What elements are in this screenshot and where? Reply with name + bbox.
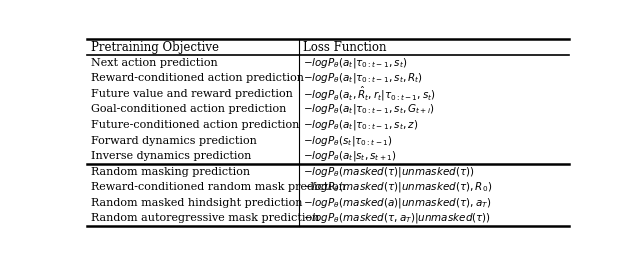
Text: Random masked hindsight prediction: Random masked hindsight prediction bbox=[92, 198, 303, 208]
Text: Future-conditioned action prediction: Future-conditioned action prediction bbox=[92, 120, 300, 130]
Text: $-logP_{\theta}(a_t|\tau_{0:t-1}, s_t, z)$: $-logP_{\theta}(a_t|\tau_{0:t-1}, s_t, z… bbox=[303, 118, 418, 132]
Text: Loss Function: Loss Function bbox=[303, 41, 387, 54]
Text: $-logP_{\theta}(a_t|s_t, s_{t+1})$: $-logP_{\theta}(a_t|s_t, s_{t+1})$ bbox=[303, 149, 397, 163]
Text: Reward-conditioned action prediction: Reward-conditioned action prediction bbox=[92, 73, 305, 83]
Text: Reward-conditioned random mask prediction: Reward-conditioned random mask predictio… bbox=[92, 182, 346, 192]
Text: $-logP_{\theta}(a_t|\tau_{0:t-1}, s_t, R_t)$: $-logP_{\theta}(a_t|\tau_{0:t-1}, s_t, R… bbox=[303, 71, 423, 85]
Text: $-logP_{\theta}(masked(a)|unmasked(\tau), a_T)$: $-logP_{\theta}(masked(a)|unmasked(\tau)… bbox=[303, 196, 492, 210]
Text: Random masking prediction: Random masking prediction bbox=[92, 167, 250, 177]
Text: $-logP_{\theta}(masked(\tau, a_T)|unmasked(\tau))$: $-logP_{\theta}(masked(\tau, a_T)|unmask… bbox=[303, 211, 492, 226]
Text: $-logP_{\theta}(masked(\tau)|unmasked(\tau))$: $-logP_{\theta}(masked(\tau)|unmasked(\t… bbox=[303, 165, 475, 179]
Text: $-logP_{\theta}(a_t|\tau_{0:t-1}, s_t, G_{t+i})$: $-logP_{\theta}(a_t|\tau_{0:t-1}, s_t, G… bbox=[303, 103, 435, 116]
Text: Forward dynamics prediction: Forward dynamics prediction bbox=[92, 136, 257, 146]
Text: $-logP_{\theta}(s_t|\tau_{0:t-1})$: $-logP_{\theta}(s_t|\tau_{0:t-1})$ bbox=[303, 134, 393, 148]
Text: Random autoregressive mask prediction: Random autoregressive mask prediction bbox=[92, 213, 320, 223]
Text: $-logP_{\theta}(masked(\tau)|unmasked(\tau), R_0)$: $-logP_{\theta}(masked(\tau)|unmasked(\t… bbox=[303, 180, 492, 194]
Text: $-logP_{\theta}(a_t|\tau_{0:t-1}, s_t)$: $-logP_{\theta}(a_t|\tau_{0:t-1}, s_t)$ bbox=[303, 56, 408, 70]
Text: Pretraining Objective: Pretraining Objective bbox=[92, 41, 220, 54]
Text: $-logP_{\theta}(a_t, \hat{R}_t, r_t|\tau_{0:t-1}, s_t)$: $-logP_{\theta}(a_t, \hat{R}_t, r_t|\tau… bbox=[303, 85, 436, 103]
Text: Next action prediction: Next action prediction bbox=[92, 58, 218, 68]
Text: Future value and reward prediction: Future value and reward prediction bbox=[92, 89, 293, 99]
Text: Goal-conditioned action prediction: Goal-conditioned action prediction bbox=[92, 104, 287, 114]
Text: Inverse dynamics prediction: Inverse dynamics prediction bbox=[92, 151, 252, 161]
